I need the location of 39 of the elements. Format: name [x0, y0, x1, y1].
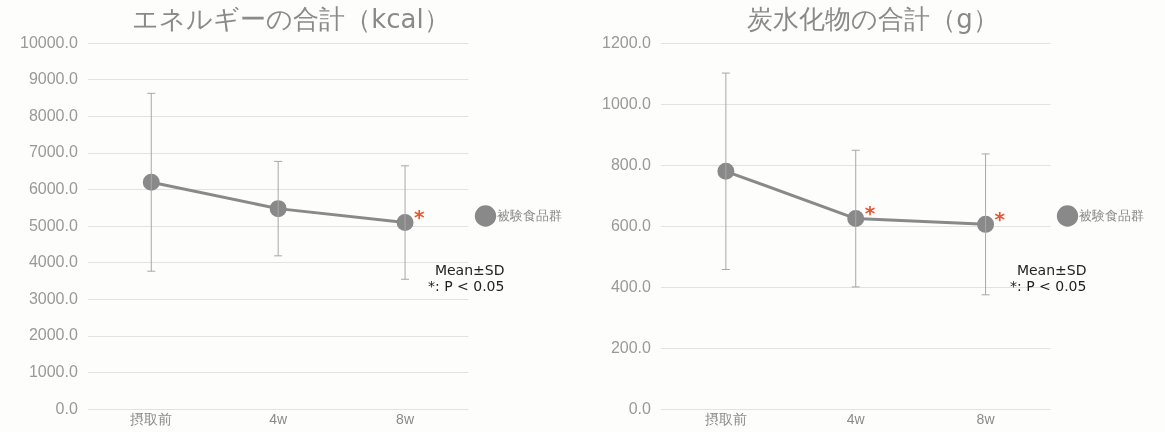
point [142, 173, 160, 191]
y-tick-label: 0.0 [628, 399, 652, 417]
y-tick-label: 1000.0 [602, 94, 652, 112]
chart-title: 炭水化物の合計（g） [747, 4, 999, 35]
y-tick-label: 9000.0 [28, 70, 78, 88]
chart-title: エネルギーの合計（kcal） [132, 4, 450, 35]
y-tick-label: 0.0 [55, 399, 78, 417]
y-tick-label: 800.0 [610, 155, 652, 173]
y-tick-label: 200.0 [610, 338, 652, 356]
point [269, 200, 287, 218]
annotation: * [994, 206, 1006, 231]
x-tick-label: 4w [846, 411, 866, 428]
y-tick-label: 6000.0 [28, 180, 78, 198]
legend-label: 被験食品群 [1079, 207, 1144, 223]
point [977, 215, 995, 233]
y-tick-label: 400.0 [610, 277, 652, 295]
y-tick-label: 4000.0 [28, 253, 78, 271]
annotation: * [414, 204, 426, 229]
legend-label: 被験食品群 [497, 207, 562, 223]
annotation: *: P < 0.05 [1010, 278, 1087, 294]
y-tick-label: 1200.0 [602, 33, 652, 51]
x-tick-label: 8w [976, 411, 996, 428]
x-tick-label: 摂取前 [704, 411, 747, 428]
y-tick-label: 3000.0 [28, 289, 78, 307]
annotation: Mean±SD [1016, 262, 1087, 278]
point [847, 210, 865, 228]
annotation: Mean±SD [434, 262, 505, 278]
y-tick-label: 5000.0 [28, 216, 78, 234]
y-tick-label: 8000.0 [28, 106, 78, 124]
y-tick-label: 600.0 [610, 216, 652, 234]
y-tick-label: 7000.0 [28, 143, 78, 161]
x-tick-label: 4w [269, 411, 288, 428]
y-tick-label: 10000.0 [19, 33, 78, 51]
y-tick-label: 1000.0 [28, 363, 78, 381]
x-tick-label: 8w [396, 411, 415, 428]
annotation: *: P < 0.05 [428, 278, 505, 294]
annotation: * [864, 200, 876, 225]
x-tick-label: 摂取前 [130, 411, 173, 428]
y-tick-label: 2000.0 [28, 326, 78, 344]
